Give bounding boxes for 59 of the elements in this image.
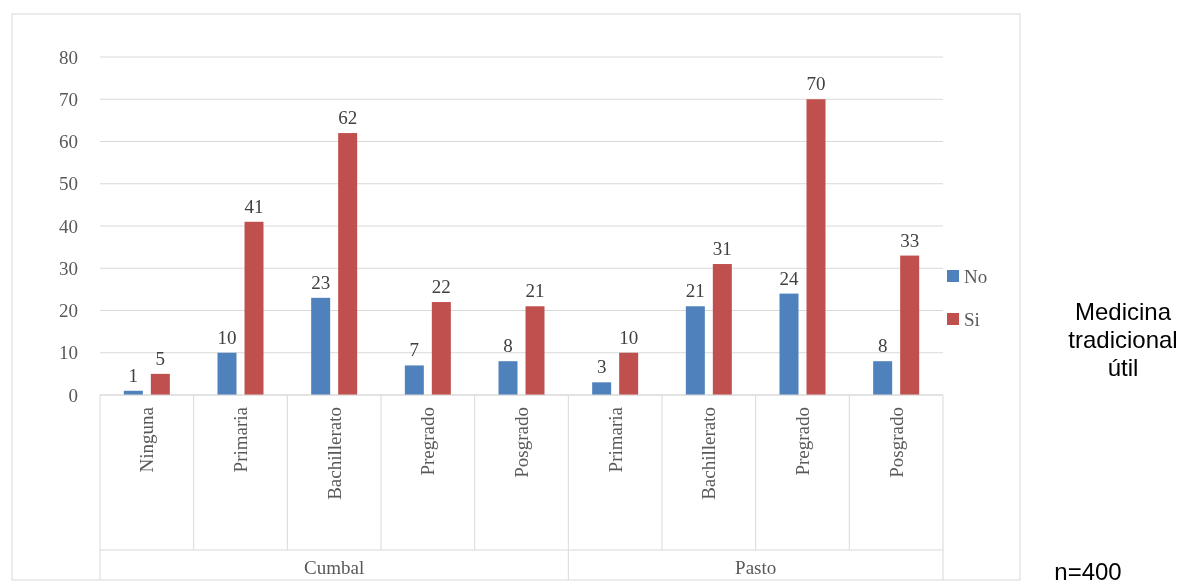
data-label: 1 — [128, 364, 139, 386]
y-tick-label: 80 — [59, 46, 78, 68]
bar — [311, 297, 331, 395]
x-tick-label: Primaria — [230, 406, 252, 473]
x-tick-label: Primaria — [604, 406, 626, 473]
x-tick-label: Bachillerato — [698, 407, 720, 500]
y-tick-label: 60 — [59, 131, 78, 153]
data-label: 41 — [244, 195, 264, 217]
bar — [404, 365, 424, 395]
data-label: 5 — [155, 347, 166, 369]
y-tick-label: 10 — [59, 342, 78, 364]
data-label: 8 — [877, 335, 888, 357]
data-label: 21 — [525, 280, 545, 302]
data-label: 62 — [338, 107, 358, 129]
bar — [712, 264, 732, 395]
bar — [498, 361, 518, 395]
data-label: 10 — [619, 326, 639, 348]
bar — [592, 382, 612, 395]
data-label: 70 — [806, 73, 826, 95]
x-tick-label: Pregrado — [792, 407, 814, 476]
data-label: 21 — [685, 280, 705, 302]
data-label: 31 — [712, 238, 732, 260]
y-tick-label: 20 — [59, 300, 78, 322]
legend-label: Si — [964, 308, 980, 330]
bar — [525, 306, 545, 395]
text: Pasto — [735, 557, 777, 578]
y-tick-label: 40 — [59, 215, 78, 237]
bar — [150, 373, 170, 395]
y-tick-label: 0 — [68, 384, 78, 406]
data-label: 10 — [217, 326, 237, 348]
bar — [806, 99, 826, 395]
bar — [900, 255, 920, 395]
y-tick-label: 70 — [59, 88, 78, 110]
bar — [619, 352, 639, 395]
text: n=400 — [1054, 558, 1122, 583]
text: Cumbal — [304, 557, 365, 578]
data-label: 3 — [596, 356, 607, 378]
data-label: 33 — [900, 229, 920, 251]
y-tick-label: 30 — [59, 257, 78, 279]
legend-label: No — [964, 265, 988, 287]
legend-title: Medicina tradicional útil — [1068, 298, 1178, 381]
bar — [217, 352, 237, 395]
data-label: 23 — [311, 271, 331, 293]
bar — [431, 302, 451, 395]
bar — [244, 221, 264, 395]
x-tick-label: Posgrado — [511, 407, 533, 478]
bar — [685, 306, 705, 395]
y-tick-label: 50 — [59, 173, 78, 195]
bar — [338, 133, 358, 395]
data-label: 7 — [409, 339, 420, 361]
x-tick-label: Pregrado — [417, 407, 439, 476]
data-label: 22 — [431, 276, 451, 298]
data-label: 24 — [779, 267, 799, 289]
data-label: 8 — [503, 335, 513, 357]
x-tick-label: Bachillerato — [323, 407, 345, 500]
x-tick-label: Ninguna — [136, 406, 158, 473]
bar — [779, 293, 799, 395]
bar — [873, 361, 893, 395]
x-tick-label: Posgrado — [885, 407, 907, 478]
